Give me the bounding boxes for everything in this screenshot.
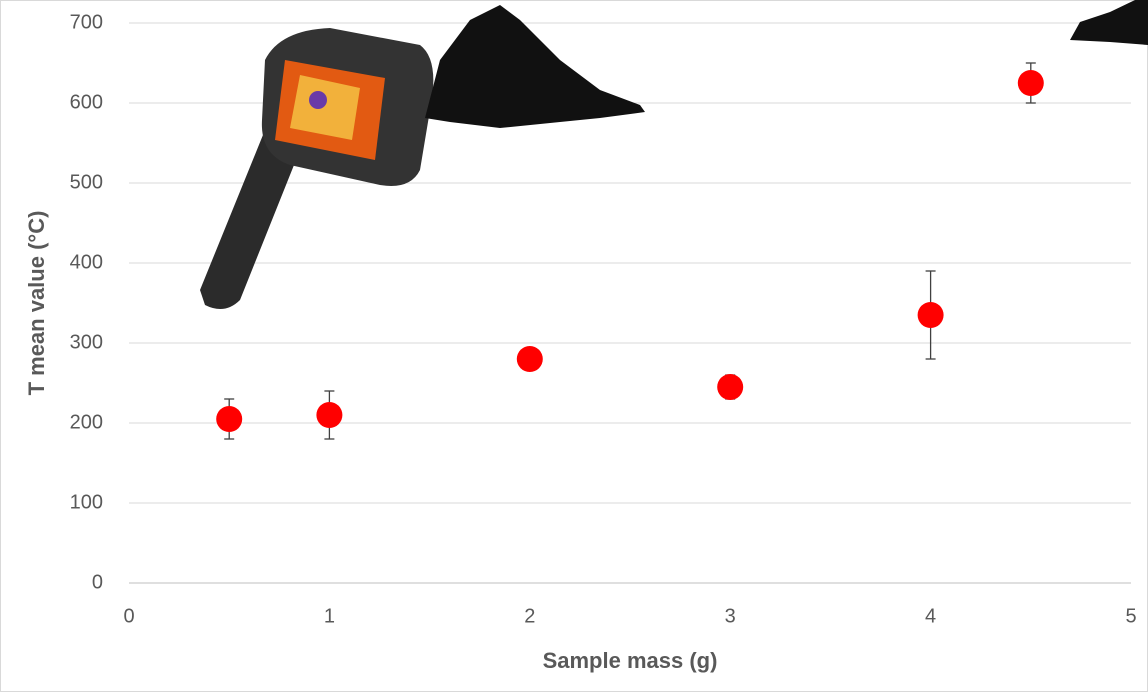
- y-tick-label: 400: [70, 251, 103, 273]
- y-tick-label: 600: [70, 91, 103, 113]
- point: [1017, 70, 1044, 96]
- y-tick-label: 0: [92, 571, 103, 593]
- x-tick-label: 1: [324, 605, 335, 627]
- y-tick-label: 500: [70, 171, 103, 193]
- x-tick-label: 4: [925, 605, 936, 627]
- y-tick-label: 200: [70, 411, 103, 433]
- point: [216, 406, 243, 432]
- point: [316, 402, 343, 428]
- point: [717, 374, 744, 400]
- x-tick-label: 0: [123, 605, 134, 627]
- point: [516, 346, 543, 372]
- x-tick-label: 3: [725, 605, 736, 627]
- y-tick-label: 700: [70, 11, 103, 33]
- x-axis-title: Sample mass (g): [543, 648, 718, 673]
- point: [917, 302, 944, 328]
- x-tick-label: 5: [1125, 605, 1136, 627]
- y-axis-title: T mean value (°C): [24, 211, 49, 396]
- x-tick-label: 2: [524, 605, 535, 627]
- camera-illustration: [200, 28, 434, 309]
- plot: [216, 62, 1044, 440]
- y-tick-label: 100: [70, 491, 103, 513]
- y-tick-label: 300: [70, 331, 103, 353]
- powder-illustration: [425, 0, 1148, 128]
